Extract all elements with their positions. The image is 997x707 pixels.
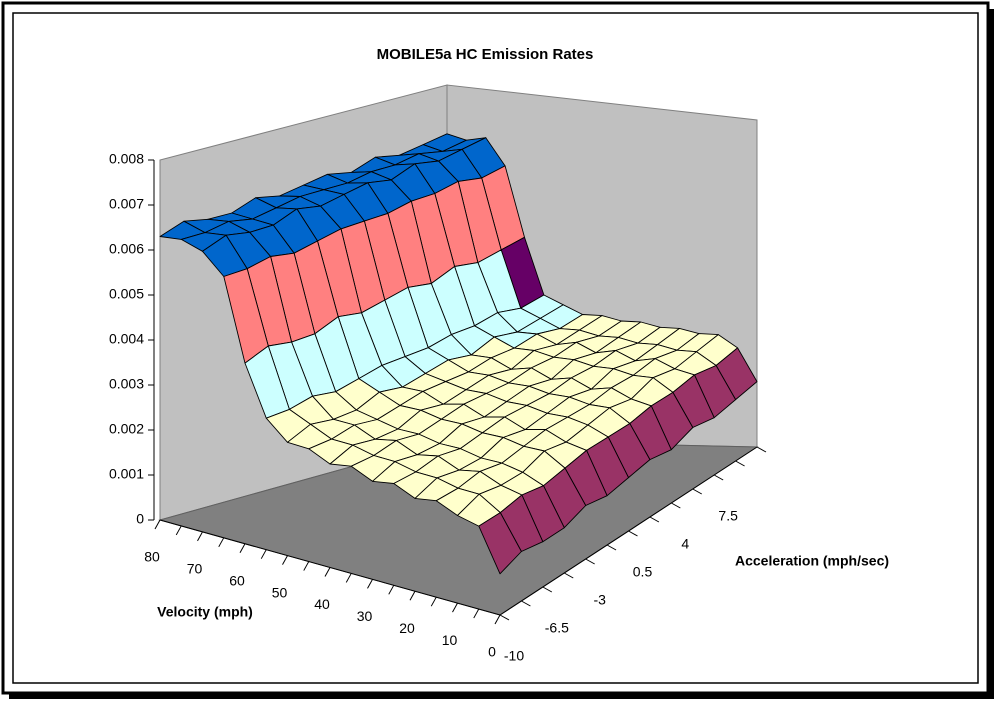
- z-tick-label: 0.007: [109, 196, 144, 212]
- inner-frame: [12, 12, 979, 684]
- x-tick: [324, 567, 331, 577]
- z-tick-label: 0.004: [109, 331, 144, 347]
- y-tick-label: 7.5: [718, 508, 738, 524]
- x-tick-label: 0: [488, 644, 496, 660]
- x-tick: [260, 549, 267, 559]
- y-tick: [585, 558, 595, 565]
- z-tick-label: 0: [136, 511, 144, 527]
- x-tick: [239, 543, 246, 553]
- x-tick: [218, 537, 225, 548]
- y-tick: [649, 516, 660, 523]
- x-tick-label: 40: [314, 596, 330, 612]
- y-tick: [542, 586, 553, 593]
- x-tick: [303, 561, 310, 571]
- y-tick-label: 0.5: [633, 564, 653, 580]
- x-axis-title: Velocity (mph): [157, 604, 253, 620]
- y-tick: [521, 600, 531, 607]
- x-tick: [197, 531, 203, 542]
- plot-area: 0 0.001 0.002 0.003 0.004 0.005 0.006 0.007 0.00…: [109, 84, 767, 664]
- y-tick: [671, 502, 681, 509]
- y-tick: [564, 572, 574, 579]
- x-tick: [282, 555, 288, 565]
- chart-title: MOBILE5a HC Emission Rates: [377, 46, 594, 63]
- x-tick: [345, 573, 352, 583]
- x-tick: [473, 608, 480, 619]
- x-tick-label: 30: [357, 608, 373, 624]
- x-tick-label: 60: [229, 572, 245, 588]
- x-tick: [494, 614, 501, 625]
- z-tick-label: 0.006: [109, 241, 144, 257]
- y-tick: [713, 474, 724, 481]
- z-tick-label: 0.001: [109, 466, 144, 482]
- x-tick: [154, 519, 161, 530]
- x-tick: [430, 596, 437, 607]
- y-tick-label: 4: [681, 536, 689, 552]
- x-tick-label: 10: [442, 632, 458, 648]
- y-tick-label: -3: [593, 592, 606, 608]
- y-tick-label: -6.5: [545, 620, 569, 636]
- y-tick-label: -10: [504, 648, 524, 664]
- y-tick: [499, 614, 510, 621]
- y-tick: [628, 530, 638, 537]
- y-axis-title: Acceleration (mph/sec): [735, 553, 889, 569]
- y-tick: [735, 460, 745, 467]
- z-tick-label: 0.008: [109, 151, 144, 167]
- x-tick: [452, 602, 458, 613]
- x-tick-label: 70: [187, 561, 203, 577]
- z-tick-label: 0.005: [109, 286, 144, 302]
- y-tick: [756, 446, 767, 453]
- x-tick-label: 50: [272, 584, 288, 600]
- x-tick-label: 80: [144, 549, 160, 565]
- z-tick-label: 0.003: [109, 376, 144, 392]
- x-tick: [367, 579, 373, 589]
- x-tick-label: 20: [399, 620, 415, 636]
- x-tick: [409, 591, 416, 601]
- y-tick: [692, 488, 702, 495]
- z-tick-label: 0.002: [109, 421, 144, 437]
- y-tick: [606, 544, 617, 551]
- x-tick: [388, 585, 395, 595]
- x-tick: [175, 525, 182, 536]
- surface-cell: [478, 512, 522, 575]
